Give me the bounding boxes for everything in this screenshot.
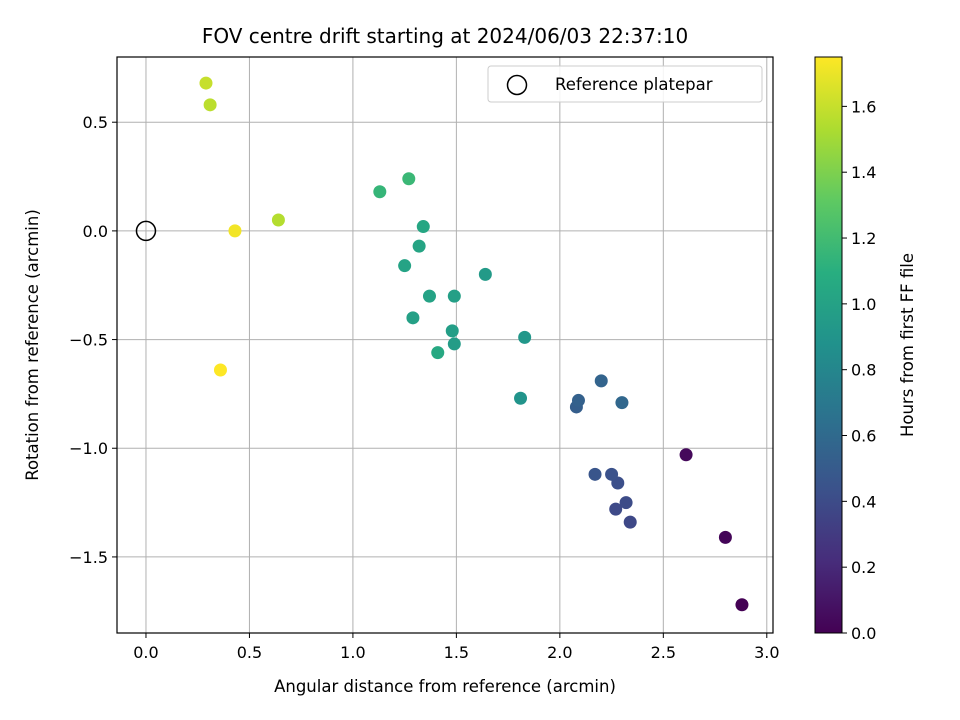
scatter-point bbox=[447, 337, 461, 351]
colorbar-ticks: 0.0 0.2 0.4 0.6 0.8 1.0 1.2 1.4 1.6 bbox=[842, 97, 876, 643]
plot-frame bbox=[116, 56, 774, 634]
scatter-point bbox=[271, 213, 285, 227]
x-tick-label: 1.5 bbox=[444, 643, 469, 662]
legend-marker-reference bbox=[506, 74, 528, 96]
legend: Reference platepar bbox=[487, 65, 763, 103]
colorbar: 0.0 0.2 0.4 0.6 0.8 1.0 1.2 1.4 1.6 Hours from f… bbox=[814, 56, 917, 643]
legend-box bbox=[487, 65, 763, 103]
scatter-point bbox=[406, 311, 420, 325]
y-tick-label: 0.0 bbox=[83, 222, 108, 241]
colorbar-tick-label: 0.8 bbox=[851, 361, 876, 380]
x-tick-label: 0.5 bbox=[237, 643, 262, 662]
chart-title: FOV centre drift starting at 2024/06/03 … bbox=[202, 24, 688, 48]
scatter-point bbox=[398, 259, 412, 273]
scatter-point bbox=[605, 467, 619, 481]
scatter-point bbox=[416, 220, 430, 234]
scatter-point bbox=[445, 324, 459, 338]
x-tick-label: 3.0 bbox=[754, 643, 779, 662]
scatter-point bbox=[228, 224, 242, 238]
scatter-point bbox=[199, 76, 213, 90]
colorbar-tick-label: 1.4 bbox=[851, 163, 876, 182]
scatter-point bbox=[412, 239, 426, 253]
x-axis-ticks: 0.0 0.5 1.0 1.5 2.0 2.5 3.0 bbox=[133, 633, 780, 662]
scatter-point bbox=[609, 502, 623, 516]
y-tick-label: −0.5 bbox=[69, 331, 108, 350]
colorbar-label: Hours from first FF file bbox=[898, 253, 917, 437]
x-tick-label: 1.0 bbox=[340, 643, 365, 662]
colorbar-tick-label: 0.0 bbox=[851, 624, 876, 643]
scatter-point bbox=[623, 515, 637, 529]
colorbar-tick-label: 1.0 bbox=[851, 295, 876, 314]
scatter-point bbox=[571, 393, 585, 407]
scatter-point bbox=[478, 267, 492, 281]
grid bbox=[117, 57, 773, 633]
scatter-point bbox=[514, 391, 528, 405]
x-tick-label: 0.0 bbox=[133, 643, 158, 662]
colorbar-tick-label: 1.2 bbox=[851, 229, 876, 248]
x-tick-label: 2.5 bbox=[651, 643, 676, 662]
x-tick-label: 2.0 bbox=[547, 643, 572, 662]
colorbar-gradient bbox=[814, 56, 843, 634]
scatter-point bbox=[679, 448, 693, 462]
scatter-point bbox=[431, 346, 445, 360]
y-tick-label: 0.5 bbox=[83, 113, 108, 132]
y-axis-label: Rotation from reference (arcmin) bbox=[23, 209, 42, 481]
scatter-points bbox=[199, 76, 749, 612]
scatter-point bbox=[213, 363, 227, 377]
y-tick-label: −1.5 bbox=[69, 548, 108, 567]
scatter-point bbox=[735, 598, 749, 612]
scatter-point bbox=[518, 330, 532, 344]
scatter-point bbox=[447, 289, 461, 303]
y-tick-label: −1.0 bbox=[69, 439, 108, 458]
scatter-point bbox=[619, 496, 633, 510]
scatter-point bbox=[422, 289, 436, 303]
x-axis-label: Angular distance from reference (arcmin) bbox=[274, 677, 616, 696]
colorbar-tick-label: 0.4 bbox=[851, 492, 876, 511]
scatter-point bbox=[588, 467, 602, 481]
scatter-point bbox=[203, 98, 217, 112]
scatter-point bbox=[615, 396, 629, 410]
scatter-point bbox=[718, 530, 732, 544]
scatter-point bbox=[402, 172, 416, 186]
reference-platepar-marker bbox=[135, 220, 157, 242]
reference-marker-layer bbox=[135, 220, 157, 242]
legend-label-reference: Reference platepar bbox=[555, 75, 713, 94]
scatter-point bbox=[594, 374, 608, 388]
scatter-point bbox=[373, 185, 387, 199]
colorbar-tick-label: 0.2 bbox=[851, 558, 876, 577]
colorbar-tick-label: 1.6 bbox=[851, 97, 876, 116]
colorbar-tick-label: 0.6 bbox=[851, 427, 876, 446]
y-axis-ticks: 0.5 0.0 −0.5 −1.0 −1.5 bbox=[69, 113, 117, 567]
